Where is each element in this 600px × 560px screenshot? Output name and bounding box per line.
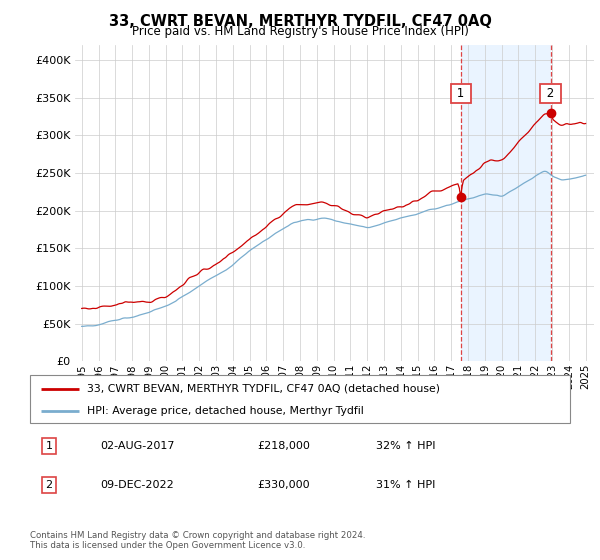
Text: 09-DEC-2022: 09-DEC-2022 [100, 480, 174, 490]
Text: HPI: Average price, detached house, Merthyr Tydfil: HPI: Average price, detached house, Mert… [86, 406, 364, 416]
Text: 2: 2 [543, 87, 558, 100]
Text: 31% ↑ HPI: 31% ↑ HPI [376, 480, 435, 490]
Text: 1: 1 [454, 87, 469, 100]
Text: £218,000: £218,000 [257, 441, 310, 451]
Text: Contains HM Land Registry data © Crown copyright and database right 2024.
This d: Contains HM Land Registry data © Crown c… [30, 531, 365, 550]
Text: 1: 1 [46, 441, 52, 451]
Text: 02-AUG-2017: 02-AUG-2017 [100, 441, 175, 451]
Text: £330,000: £330,000 [257, 480, 310, 490]
Text: 2: 2 [46, 480, 52, 490]
Text: 33, CWRT BEVAN, MERTHYR TYDFIL, CF47 0AQ (detached house): 33, CWRT BEVAN, MERTHYR TYDFIL, CF47 0AQ… [86, 384, 440, 394]
Text: Price paid vs. HM Land Registry's House Price Index (HPI): Price paid vs. HM Land Registry's House … [131, 25, 469, 38]
Text: 32% ↑ HPI: 32% ↑ HPI [376, 441, 435, 451]
Text: 33, CWRT BEVAN, MERTHYR TYDFIL, CF47 0AQ: 33, CWRT BEVAN, MERTHYR TYDFIL, CF47 0AQ [109, 14, 491, 29]
Bar [461, 45, 551, 361]
FancyBboxPatch shape [30, 375, 570, 423]
